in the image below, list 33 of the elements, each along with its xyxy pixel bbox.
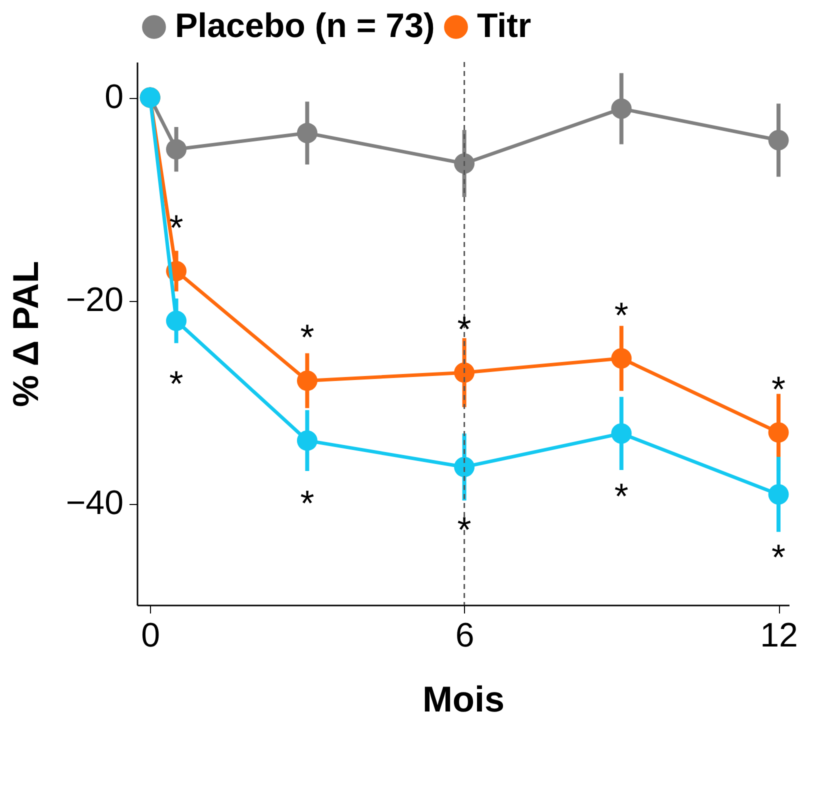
annotation: * — [169, 362, 184, 404]
point — [166, 139, 187, 160]
y-tick-label: −40 — [66, 484, 124, 522]
y-axis-title: % Δ PAL — [4, 261, 46, 407]
point — [166, 310, 187, 332]
point — [611, 423, 632, 444]
annotation: * — [457, 508, 472, 550]
annotation: * — [614, 294, 628, 336]
point — [454, 362, 475, 383]
point — [768, 484, 789, 505]
x-axis-title: Mois — [422, 678, 505, 720]
point — [611, 348, 632, 369]
annotation: * — [300, 482, 314, 524]
point — [296, 430, 318, 451]
point — [454, 153, 475, 174]
point — [611, 98, 632, 119]
point — [296, 122, 318, 144]
x-tick-label: 0 — [141, 616, 160, 654]
point — [454, 456, 475, 478]
point — [768, 422, 789, 443]
point — [296, 370, 318, 391]
annotation: * — [300, 316, 314, 358]
x-tick-label: 12 — [760, 616, 798, 654]
annotation: * — [614, 475, 628, 516]
y-tick-label: −20 — [66, 281, 124, 320]
y-tick-label: 0 — [104, 78, 124, 116]
annotation: * — [772, 536, 786, 578]
annotation: * — [772, 368, 786, 410]
annotation: * — [457, 308, 472, 350]
legend-label: Placebo (n = 73) — [175, 7, 435, 45]
point — [768, 130, 789, 150]
x-tick-label: 6 — [455, 616, 474, 654]
legend-label: Titr — [477, 7, 532, 45]
